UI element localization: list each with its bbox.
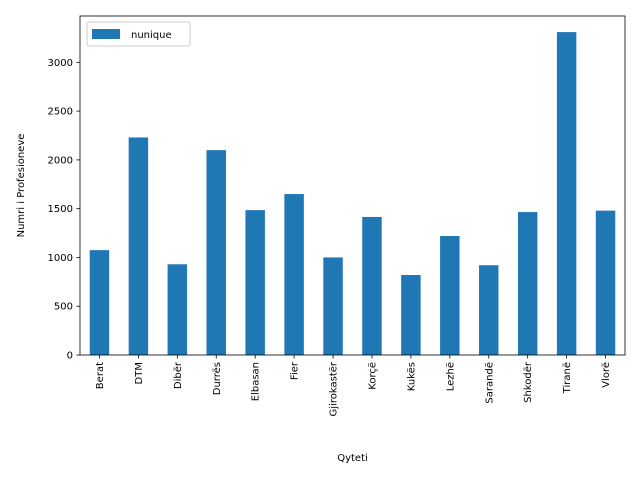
bar-gjirokastër xyxy=(323,257,343,355)
bars-group xyxy=(89,32,616,355)
bar-durrës xyxy=(206,150,226,355)
y-tick-label: 2000 xyxy=(48,155,73,166)
bar-fier xyxy=(284,194,304,355)
x-axis-ticks: Berat DTM Dibër Durrës Elbasan Fier Gjirokastë… xyxy=(95,355,612,416)
y-axis-label: Numri i Profesioneve xyxy=(16,134,27,238)
x-tick-label: DTM xyxy=(134,362,145,384)
y-tick-label: 2500 xyxy=(48,107,73,118)
x-tick-label: Kukës xyxy=(406,362,417,391)
y-tick-label: 0 xyxy=(67,351,73,362)
bar-korçë xyxy=(362,216,382,355)
bar-lezhë xyxy=(440,235,460,355)
x-tick-label: Gjirokastër xyxy=(329,361,340,416)
plot-frame xyxy=(79,15,626,356)
x-tick-label: Tiranë xyxy=(562,362,573,394)
legend-box xyxy=(86,21,191,47)
x-tick-label: Lezhë xyxy=(445,362,456,391)
x-tick-label: Sarandë xyxy=(484,362,495,404)
legend-label: nunique xyxy=(131,30,172,41)
y-tick-label: 1500 xyxy=(48,204,73,215)
y-axis-ticks: 0 500 1000 1500 2000 2500 3000 xyxy=(48,58,80,362)
legend-swatch xyxy=(92,29,120,39)
bar-dibër xyxy=(167,264,188,355)
x-tick-label: Korçë xyxy=(367,362,378,390)
bar-dtm xyxy=(128,137,149,355)
bar-shkodër xyxy=(517,212,538,355)
bar-berat xyxy=(89,250,110,355)
x-tick-label: Vlorë xyxy=(601,362,612,388)
bar-kukës xyxy=(401,275,421,355)
x-tick-label: Shkodër xyxy=(523,361,534,403)
x-tick-label: Dibër xyxy=(173,361,184,389)
y-tick-label: 1000 xyxy=(48,253,73,264)
x-axis-label: Qyteti xyxy=(337,453,368,464)
legend: nunique xyxy=(86,21,191,47)
bar-elbasan xyxy=(245,210,265,355)
x-tick-label: Fier xyxy=(290,361,301,380)
x-tick-label: Durrës xyxy=(212,362,223,395)
bar-tiranë xyxy=(556,32,577,355)
x-tick-label: Elbasan xyxy=(251,362,262,401)
y-tick-label: 500 xyxy=(54,302,73,313)
bar-sarandë xyxy=(479,265,499,355)
x-tick-label: Berat xyxy=(95,362,106,389)
bar-vlorë xyxy=(595,210,616,355)
y-tick-label: 3000 xyxy=(48,58,73,69)
